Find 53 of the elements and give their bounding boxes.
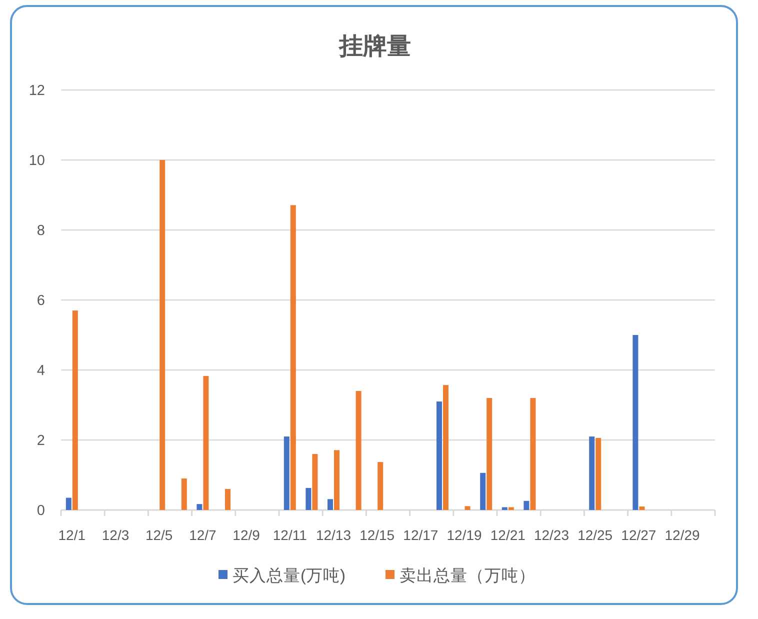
bar: [334, 450, 340, 510]
bar: [464, 506, 470, 510]
x-tick-label: 12/17: [403, 527, 438, 543]
y-tick-label: 6: [36, 293, 45, 309]
bar: [66, 498, 72, 510]
x-tick-label: 12/23: [534, 527, 570, 543]
bar: [530, 398, 536, 510]
x-tick-label: 12/11: [272, 527, 308, 543]
bar: [196, 504, 202, 510]
bar: [632, 335, 638, 510]
bar: [596, 438, 602, 510]
x-tick-label: 12/15: [360, 527, 395, 543]
bar: [72, 310, 78, 510]
x-tick-label: 12/27: [621, 527, 656, 543]
bar: [203, 376, 209, 510]
bar: [225, 489, 230, 510]
bar: [486, 398, 492, 510]
title: 挂牌量: [339, 33, 411, 60]
bar: [508, 507, 514, 510]
bar: [502, 507, 508, 510]
x-tick-label: 12/3: [102, 527, 130, 543]
bar: [328, 499, 333, 510]
bar: [312, 454, 318, 510]
x-tick-label: 12/7: [189, 527, 217, 543]
x-tick-label: 12/5: [145, 527, 173, 543]
bar: [480, 472, 486, 510]
y-tick-label: 4: [36, 363, 45, 379]
bar: [443, 385, 448, 510]
bar: [639, 506, 645, 510]
bar: [378, 462, 384, 510]
x-tick-label: 12/19: [446, 527, 482, 543]
y-tick-label: 0: [36, 503, 45, 519]
bar: [284, 436, 290, 510]
bar: [290, 205, 296, 510]
y-tick-label: 10: [28, 153, 45, 169]
x-tick-label: 12/1: [58, 527, 86, 543]
bar: [356, 391, 362, 510]
bar: [589, 436, 595, 510]
bar: [160, 160, 166, 510]
x-tick-label: 12/29: [664, 527, 700, 543]
x-tick-label: 12/9: [232, 527, 260, 543]
bar: [181, 478, 187, 510]
y-tick-label: 12: [28, 83, 45, 99]
x-tick-label: 12/25: [578, 527, 613, 543]
x-tick-label: 12/21: [490, 527, 526, 543]
legend-label: 买入总量(万吨): [232, 566, 346, 585]
bar: [306, 488, 312, 510]
bar: [524, 500, 530, 510]
bar: [436, 402, 442, 510]
legend-label: 卖出总量（万吨）: [400, 566, 526, 585]
x-tick-label: 12/13: [316, 527, 352, 543]
y-tick-label: 2: [36, 433, 45, 449]
y-tick-label: 8: [36, 223, 45, 239]
